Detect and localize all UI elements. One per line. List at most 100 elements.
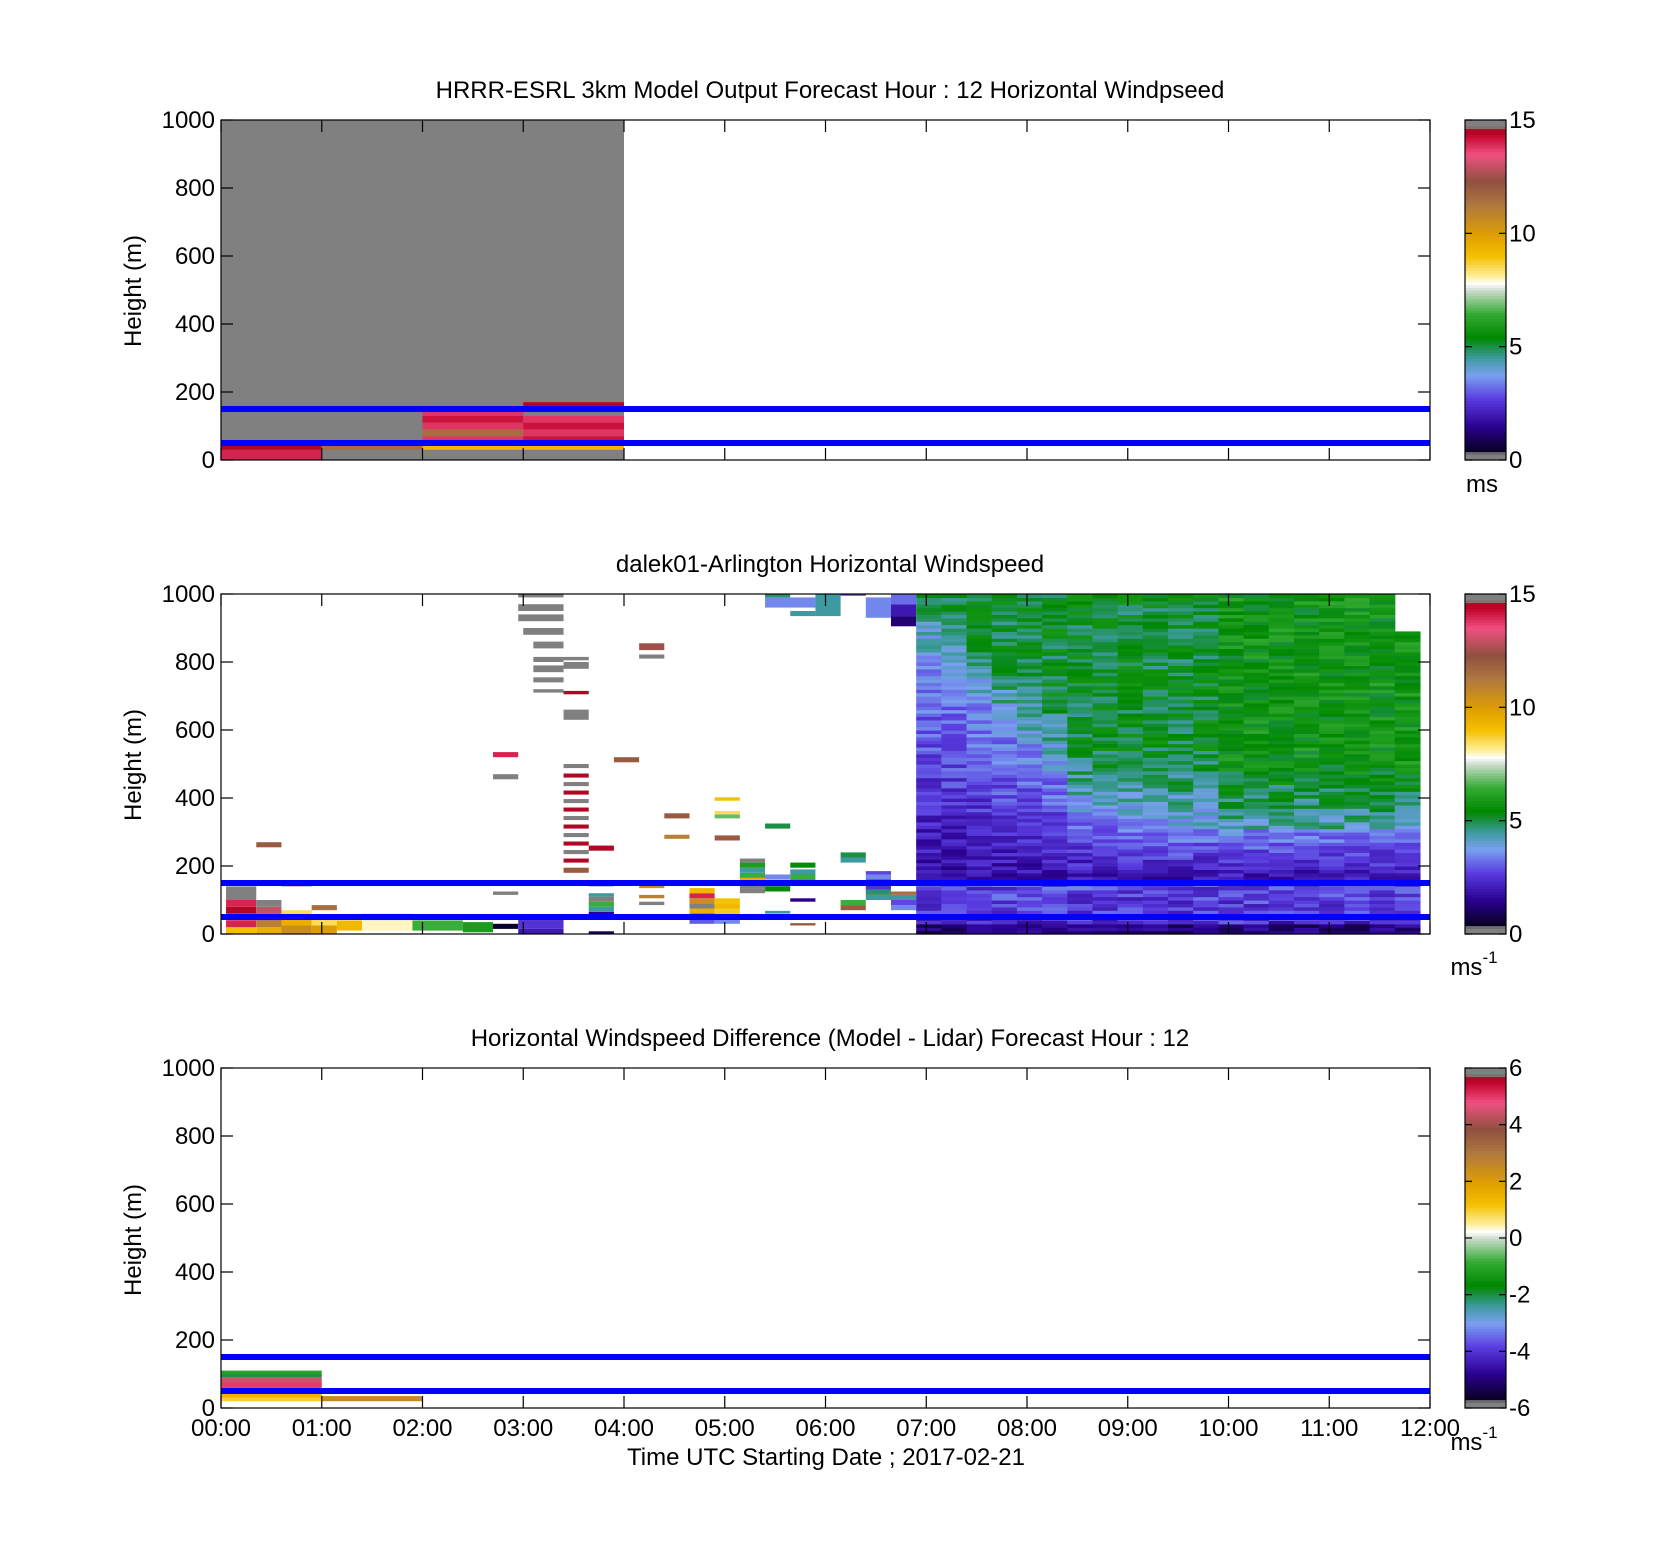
colorbar-segment bbox=[1465, 749, 1506, 754]
heatmap-cell bbox=[1293, 798, 1320, 802]
heatmap-cell bbox=[1042, 672, 1068, 677]
heatmap-cell bbox=[840, 905, 866, 911]
colorbar-segment bbox=[1465, 769, 1506, 774]
heatmap-cell bbox=[1092, 764, 1119, 768]
heatmap-cell bbox=[941, 906, 968, 911]
heatmap-cell bbox=[1067, 896, 1094, 901]
heatmap-cell bbox=[1092, 855, 1119, 860]
colorbar-segment bbox=[1465, 1260, 1506, 1265]
heatmap-cell bbox=[1142, 866, 1169, 870]
heatmap-cell bbox=[1268, 645, 1295, 649]
colorbar-tick-label: -4 bbox=[1509, 1338, 1530, 1365]
heatmap-cell bbox=[1243, 743, 1270, 748]
heatmap-cell bbox=[1142, 736, 1169, 741]
heatmap-cell bbox=[1142, 665, 1169, 670]
heatmap-cell bbox=[1218, 617, 1245, 622]
heatmap-cell bbox=[1268, 617, 1295, 622]
colorbar-segment bbox=[1465, 696, 1506, 700]
heatmap-cell bbox=[941, 791, 968, 796]
heatmap-cell bbox=[1168, 726, 1194, 731]
heatmap-cell bbox=[1168, 634, 1194, 639]
heatmap-cell bbox=[966, 784, 993, 789]
heatmap-cell bbox=[1067, 726, 1094, 731]
heatmap-cell bbox=[1293, 679, 1320, 683]
heatmap-cell bbox=[1168, 798, 1194, 802]
heatmap-cell bbox=[991, 801, 1018, 806]
heatmap-cell bbox=[1319, 852, 1345, 857]
heatmap-cell bbox=[1193, 876, 1220, 881]
heatmap-cell bbox=[1218, 815, 1245, 819]
heatmap-cell bbox=[1319, 709, 1345, 714]
heatmap-cell bbox=[1193, 594, 1220, 598]
colorbar-segment bbox=[1465, 701, 1506, 706]
heatmap-cell bbox=[1369, 801, 1396, 806]
heatmap-cell bbox=[916, 852, 942, 857]
heatmap-cell bbox=[1243, 600, 1270, 605]
heatmap-cell bbox=[1293, 774, 1320, 779]
heatmap-cell bbox=[941, 617, 968, 622]
colorbar-segment bbox=[1465, 730, 1506, 734]
heatmap-cell bbox=[1344, 774, 1371, 779]
heatmap-cell bbox=[1243, 889, 1270, 894]
heatmap-cell bbox=[1218, 791, 1245, 796]
heatmap-cell bbox=[1344, 777, 1371, 782]
heatmap-cell bbox=[916, 597, 942, 602]
panel-lidar-title: dalek01-Arlington Horizontal Windspeed bbox=[616, 551, 1044, 578]
x-tick-label: 03:00 bbox=[493, 1415, 553, 1442]
heatmap-cell bbox=[1193, 713, 1220, 717]
heatmap-cell bbox=[588, 893, 614, 897]
heatmap-cell bbox=[1067, 713, 1094, 717]
heatmap-cell bbox=[1092, 770, 1119, 775]
heatmap-cell bbox=[1394, 852, 1421, 857]
heatmap-cell bbox=[1293, 719, 1320, 724]
heatmap-cell bbox=[1218, 675, 1245, 680]
colorbar-segment bbox=[1465, 1192, 1506, 1197]
colorbar-segment bbox=[1465, 1300, 1506, 1304]
heatmap-cell bbox=[311, 917, 337, 926]
heatmap-cell bbox=[1293, 767, 1320, 772]
heatmap-cell bbox=[1319, 655, 1345, 660]
colorbar-segment bbox=[1465, 1351, 1506, 1355]
heatmap-cell bbox=[1268, 641, 1295, 646]
heatmap-cell bbox=[916, 699, 942, 704]
heatmap-cell bbox=[966, 866, 993, 870]
colorbar-segment bbox=[1465, 1110, 1506, 1114]
heatmap-cell bbox=[1319, 607, 1345, 612]
heatmap-cell bbox=[941, 679, 968, 683]
heatmap-cell bbox=[890, 900, 917, 906]
heatmap-cell bbox=[1243, 692, 1270, 697]
heatmap-cell bbox=[1394, 770, 1421, 775]
heatmap-cell bbox=[1042, 794, 1068, 799]
heatmap-cell bbox=[1369, 614, 1396, 619]
heatmap-cell bbox=[1268, 886, 1295, 891]
heatmap-cell bbox=[941, 723, 968, 728]
heatmap-cell bbox=[1193, 685, 1220, 690]
heatmap-cell bbox=[1042, 621, 1068, 626]
heatmap-cell bbox=[966, 845, 993, 850]
heatmap-cell bbox=[1168, 872, 1194, 877]
heatmap-cell bbox=[1268, 920, 1295, 925]
heatmap-cell bbox=[1193, 631, 1220, 636]
colorbar-segment bbox=[1465, 1070, 1506, 1075]
heatmap-cell bbox=[1218, 597, 1245, 602]
heatmap-cell bbox=[1319, 906, 1345, 911]
y-tick-label: 200 bbox=[175, 1327, 215, 1354]
heatmap-cell bbox=[941, 706, 968, 711]
heatmap-cell bbox=[1016, 614, 1043, 619]
heatmap-cell bbox=[1117, 927, 1144, 932]
heatmap-cell bbox=[689, 888, 715, 894]
heatmap-cell bbox=[1067, 900, 1094, 904]
heatmap-cell bbox=[1042, 696, 1068, 700]
heatmap-cell bbox=[1293, 597, 1320, 602]
heatmap-cell bbox=[941, 760, 968, 765]
heatmap-cell bbox=[1319, 835, 1345, 840]
y-tick-label: 1000 bbox=[162, 107, 215, 134]
heatmap-cell bbox=[1218, 910, 1245, 915]
heatmap-cell bbox=[1268, 634, 1295, 639]
colorbar-segment bbox=[1465, 142, 1506, 147]
colorbar-segment bbox=[1465, 1269, 1506, 1273]
colorbar-segment bbox=[1465, 1104, 1506, 1109]
heatmap-cell bbox=[1092, 614, 1119, 619]
heatmap-cell bbox=[1218, 743, 1245, 748]
